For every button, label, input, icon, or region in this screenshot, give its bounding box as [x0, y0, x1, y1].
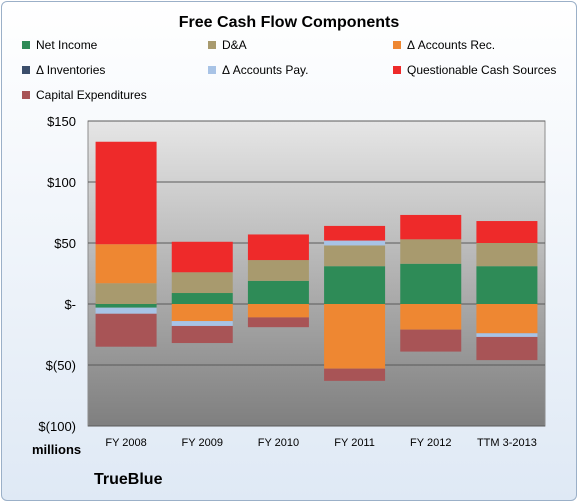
bar-segment: [324, 368, 386, 381]
bar-segment: [400, 263, 462, 304]
legend-label: D&A: [222, 38, 247, 52]
bar-segment: [324, 240, 386, 246]
y-tick-label: $50: [54, 236, 76, 251]
bar-segment: [400, 239, 462, 264]
x-tick-label: FY 2011: [334, 437, 375, 449]
bar-segment: [324, 304, 386, 369]
plot-area: [87, 120, 546, 427]
x-tick-label: FY 2010: [258, 437, 299, 449]
legend-swatch: [22, 66, 30, 74]
bar-segment: [247, 317, 309, 328]
bar-segment: [324, 225, 386, 241]
chart-title: Free Cash Flow Components: [178, 14, 400, 31]
legend-label: Δ Accounts Pay.: [222, 63, 309, 77]
x-tick-label: FY 2008: [105, 437, 146, 449]
legend-swatch: [22, 91, 30, 99]
bar-segment: [247, 234, 309, 261]
bar-segment: [171, 304, 233, 322]
bar-segment: [95, 313, 157, 347]
units-label: millions: [32, 442, 82, 457]
legend-swatch: [208, 66, 216, 74]
bar-segment: [95, 283, 157, 304]
legend-label: Δ Accounts Rec.: [407, 38, 496, 52]
bar-segment: [171, 325, 233, 344]
legend-item-0: Net Income: [22, 38, 97, 52]
bar-segment: [171, 293, 233, 304]
bar-segment: [171, 272, 233, 294]
bar-segment: [400, 329, 462, 352]
bar-segment: [95, 141, 157, 245]
x-tick-label: FY 2012: [410, 437, 451, 449]
bar-segment: [95, 307, 157, 314]
bar-segment: [95, 244, 157, 284]
legend-item-2: Δ Accounts Rec.: [393, 38, 495, 52]
legend-item-5: Questionable Cash Sources: [393, 63, 556, 77]
bar-segment: [324, 245, 386, 267]
legend-swatch: [393, 66, 401, 74]
y-tick-label: $(100): [38, 419, 76, 434]
bar-segment: [476, 304, 538, 334]
y-tick-label: $150: [47, 114, 76, 129]
bar-segment: [247, 304, 309, 318]
bar-segment: [476, 333, 538, 337]
bar-segment: [476, 221, 538, 243]
legend-label: Net Income: [36, 38, 98, 52]
bar-segment: [95, 304, 157, 308]
legend-item-4: Δ Accounts Pay.: [208, 63, 309, 77]
brand-label: TrueBlue: [94, 471, 163, 488]
bar-segment: [171, 241, 233, 273]
bar-segment: [400, 214, 462, 240]
bar-segment: [476, 243, 538, 267]
bar-segment: [171, 321, 233, 326]
legend-item-6: Capital Expenditures: [22, 88, 147, 102]
legend-item-1: D&A: [208, 38, 247, 52]
legend-item-3: Δ Inventories: [22, 63, 105, 77]
x-tick-label: TTM 3-2013: [477, 437, 537, 449]
x-tick-label: FY 2009: [182, 437, 223, 449]
legend-swatch: [208, 41, 216, 49]
bar-segment: [476, 336, 538, 361]
bar-segment: [400, 304, 462, 330]
legend-swatch: [22, 41, 30, 49]
legend-label: Capital Expenditures: [36, 88, 147, 102]
y-tick-label: $-: [64, 297, 76, 312]
legend-label: Questionable Cash Sources: [407, 63, 557, 77]
bar-segment: [476, 266, 538, 304]
bar-segment: [247, 280, 309, 304]
bar-segment: [324, 266, 386, 304]
legend-swatch: [393, 41, 401, 49]
bar-segment: [247, 260, 309, 281]
legend-label: Δ Inventories: [36, 63, 106, 77]
y-tick-label: $100: [47, 175, 76, 190]
y-tick-label: $(50): [46, 358, 76, 373]
